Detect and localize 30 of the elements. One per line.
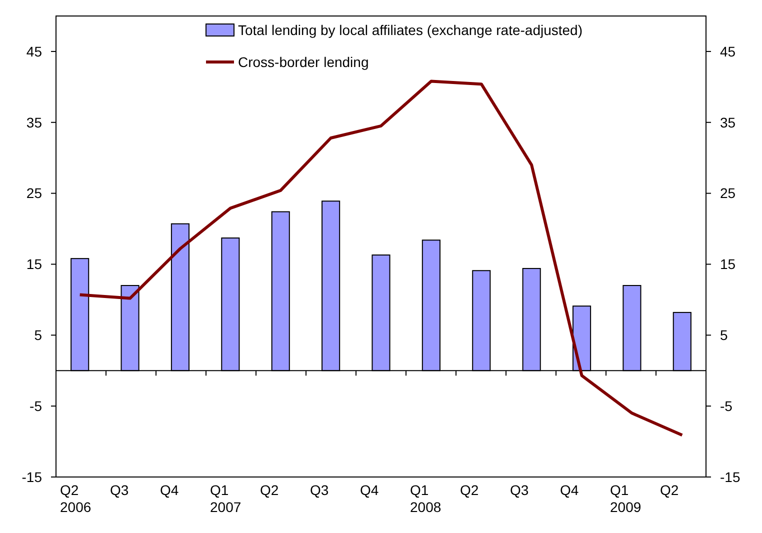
x-tick-label: Q2 2006 (60, 482, 92, 515)
y2-tick-label: 45 (720, 43, 736, 60)
y2-tick-label: -5 (720, 398, 733, 414)
x-tick-label: Q3 (110, 482, 129, 498)
x-tick-label: Q4 (360, 482, 379, 498)
y2-tick-label: 25 (720, 185, 736, 202)
x-tick-label: Q4 (560, 482, 579, 498)
x-tick-label: Q2 (660, 482, 679, 498)
y-tick-label: -15 (22, 468, 42, 485)
y-tick-label: 25 (26, 185, 42, 202)
y-tick-label: 5 (34, 327, 42, 344)
x-tick-label: Q2 (260, 482, 279, 498)
x-tick-label: Q4 (160, 482, 179, 498)
x-tick-label: Q3 (310, 482, 329, 498)
y-tick-label: 15 (26, 256, 42, 272)
legend-label: Cross-border lending (238, 54, 369, 70)
x-tick-label: Q2 (460, 482, 479, 498)
y-tick-label: 35 (26, 114, 42, 130)
y2-tick-label: 35 (720, 114, 736, 130)
legend-label: Total lending by local affiliates (exchange rate-adjusted) (238, 22, 583, 38)
x-tick-label: Q3 (510, 482, 529, 498)
y2-tick-label: 5 (720, 327, 728, 344)
x-tick-label: Q1 2007 (210, 482, 242, 515)
line-series (78, 80, 684, 437)
y-tick-label: 45 (26, 43, 42, 60)
x-tick-label: Q1 2009 (610, 482, 642, 515)
x-tick-label: Q1 2008 (410, 482, 442, 515)
y-tick-label: -5 (30, 398, 42, 414)
y2-tick-label: 15 (720, 256, 736, 272)
y2-tick-label: -15 (720, 468, 740, 485)
